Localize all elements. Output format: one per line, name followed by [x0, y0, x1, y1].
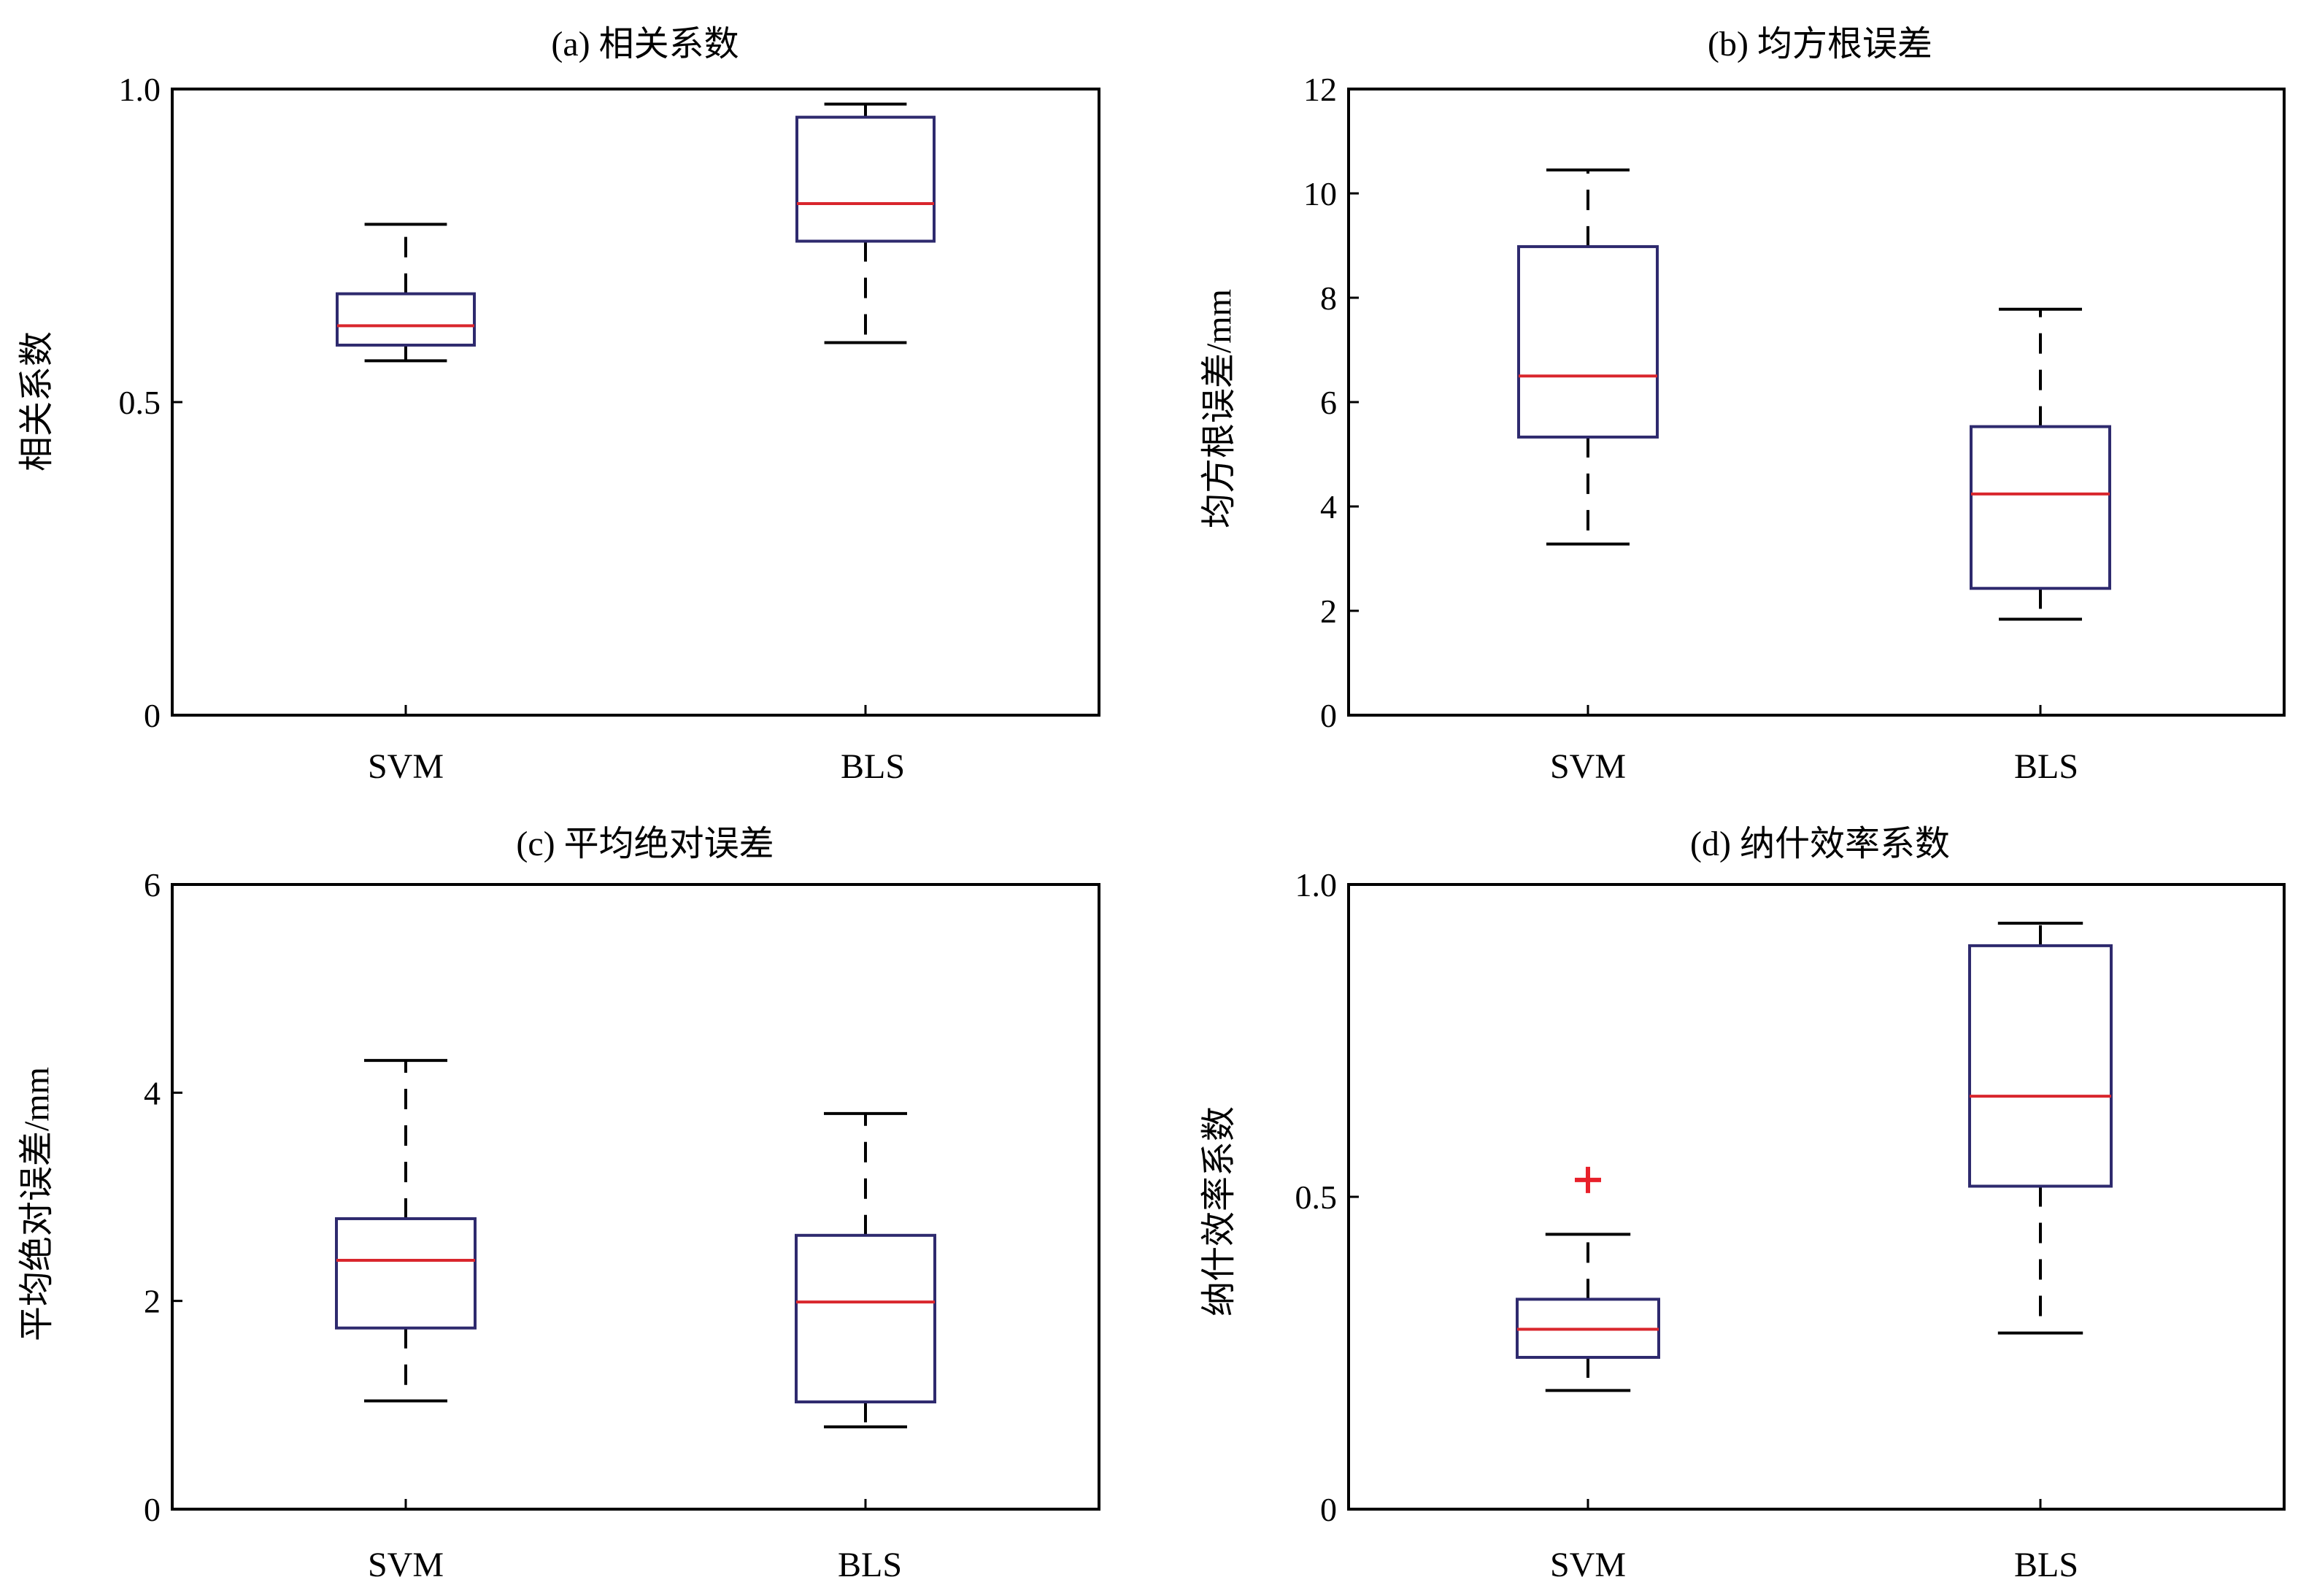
panel-b-ytick-label-3: 6 — [1320, 384, 1337, 421]
panel-d: (d) 纳什效率系数 纳什效率系数 SVM BLS 0 0.5 1.0 — [1200, 825, 2286, 1584]
panel-a-ytick-label-0: 0 — [144, 697, 161, 734]
panel-c-ytick-label-3: 6 — [144, 866, 161, 903]
panel-b-ytick-label-5: 10 — [1303, 175, 1337, 212]
panel-a-ylabel: 相关系数 — [18, 331, 56, 471]
panel-b-axes-frame — [1347, 88, 2286, 717]
panel-d-xtick-bls: BLS — [2014, 1546, 2078, 1584]
panel-b-svm-box — [1517, 244, 1659, 439]
panel-a: (a) 相关系数 相关系数 SVM BLS 0 0.5 1.0 — [18, 25, 1100, 786]
panel-b-ylabel: 均方根误差/mm — [1200, 289, 1238, 528]
panel-b-xtick-bls: BLS — [2014, 747, 2078, 786]
panel-d-title: (d) 纳什效率系数 — [1690, 825, 1950, 863]
panel-b-bls-box — [1970, 425, 2111, 590]
panel-a-ytick-label-1: 0.5 — [119, 384, 161, 421]
panel-a-svm-box — [336, 292, 476, 347]
panel-c-bls-box — [795, 1233, 936, 1404]
panel-d-xtick-svm: SVM — [1550, 1546, 1626, 1584]
panel-a-xtick-svm: SVM — [368, 747, 444, 786]
panel-d-axes-frame — [1347, 883, 2286, 1511]
panel-c-title: (c) 平均绝对误差 — [516, 825, 774, 863]
panel-a-axes-frame — [171, 88, 1100, 717]
panel-b-ytick-label-1: 2 — [1320, 593, 1337, 630]
panel-c-ytick-label-2: 4 — [144, 1074, 161, 1111]
panel-d-ylabel: 纳什效率系数 — [1200, 1106, 1238, 1316]
panel-b-ytick-label-0: 0 — [1320, 697, 1337, 734]
panel-d-bls-box — [1968, 944, 2113, 1188]
panel-d-svm-outlier-0 — [1575, 1166, 1601, 1193]
panel-d-ytick-label-0: 0 — [1320, 1491, 1337, 1528]
panel-d-ytick-label-1: 0.5 — [1295, 1179, 1338, 1216]
panel-c-xtick-bls: BLS — [838, 1546, 902, 1584]
panel-c-xtick-svm: SVM — [368, 1546, 444, 1584]
panel-b: (b) 均方根误差 均方根误差/mm SVM BLS 0 2 4 6 8 10 12 — [1200, 25, 2286, 786]
panel-c-axes-frame — [171, 883, 1100, 1511]
panel-c-ytick-label-0: 0 — [144, 1491, 161, 1528]
panel-c-ylabel: 平均绝对误差/mm — [18, 1067, 56, 1341]
panel-c-svm-box — [335, 1217, 477, 1330]
panel-d-ytick-label-2: 1.0 — [1295, 866, 1338, 903]
panel-a-title: (a) 相关系数 — [551, 25, 739, 63]
panel-a-bls-box — [795, 115, 936, 243]
panel-b-title: (b) 均方根误差 — [1708, 25, 1932, 63]
panel-a-ytick-label-2: 1.0 — [119, 71, 161, 108]
panel-b-xtick-svm: SVM — [1550, 747, 1626, 786]
panel-c-ytick-label-1: 2 — [144, 1283, 161, 1320]
panel-b-ytick-label-4: 8 — [1320, 280, 1337, 317]
panel-c: (c) 平均绝对误差 平均绝对误差/mm SVM BLS 0 2 4 6 — [18, 825, 1100, 1584]
panel-b-ytick-label-6: 12 — [1303, 71, 1337, 108]
panel-a-xtick-bls: BLS — [841, 747, 905, 786]
panel-b-ytick-label-2: 4 — [1320, 488, 1337, 525]
